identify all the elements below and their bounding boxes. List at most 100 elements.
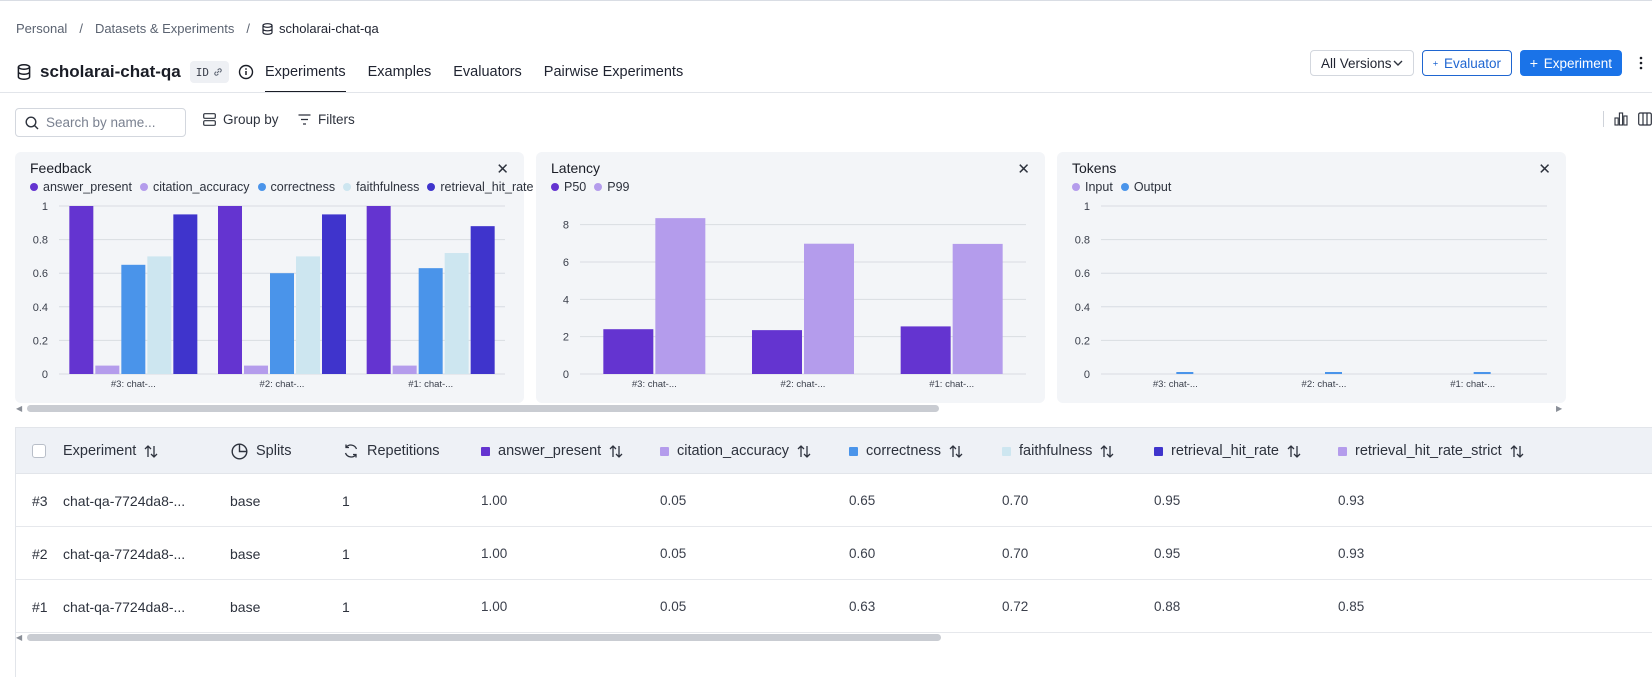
- experiment-name-link[interactable]: chat-qa-7724da8-...: [63, 545, 186, 562]
- column-faithfulness[interactable]: faithfulness: [1002, 428, 1114, 474]
- citation-accuracy-cell[interactable]: 0.05: [660, 599, 687, 614]
- faithfulness-cell[interactable]: 0.70: [1002, 493, 1029, 508]
- columns-view-icon[interactable]: [1638, 112, 1652, 126]
- checkbox[interactable]: [32, 444, 46, 458]
- column-citation-accuracy[interactable]: citation_accuracy: [660, 428, 811, 474]
- experiment-name-link[interactable]: chat-qa-7724da8-...: [63, 492, 186, 509]
- bar-p50[interactable]: [603, 329, 654, 374]
- bar-answer-present[interactable]: [366, 206, 391, 374]
- column-repetitions[interactable]: Repetitions: [343, 428, 440, 474]
- bar-correctness[interactable]: [121, 264, 146, 374]
- experiment-name-link[interactable]: chat-qa-7724da8-...: [63, 598, 186, 615]
- bar-faithfulness[interactable]: [444, 253, 469, 374]
- bar-retrieval-hit-rate[interactable]: [322, 214, 346, 374]
- charts-scrollbar[interactable]: [27, 405, 939, 412]
- version-select[interactable]: All Versions: [1310, 50, 1414, 76]
- bar-retrieval-hit-rate[interactable]: [173, 214, 198, 374]
- bar-retrieval-hit-rate[interactable]: [470, 226, 495, 374]
- column-answer-present[interactable]: answer_present: [481, 428, 623, 474]
- column-retrieval-hit-rate-strict[interactable]: retrieval_hit_rate_strict: [1338, 428, 1524, 474]
- legend-item[interactable]: answer_present: [30, 180, 132, 194]
- bar-output[interactable]: [1176, 372, 1194, 374]
- chart-view-icon[interactable]: [1614, 112, 1628, 126]
- retrieval-hit-rate-cell[interactable]: 0.95: [1154, 493, 1181, 508]
- table-row[interactable]: #2 chat-qa-7724da8-... base 1 1.00 0.05 …: [16, 527, 1652, 580]
- column-correctness[interactable]: correctness: [849, 428, 963, 474]
- info-icon[interactable]: [238, 64, 254, 80]
- legend-item[interactable]: correctness: [257, 180, 335, 194]
- add-experiment-button[interactable]: Experiment: [1520, 50, 1622, 76]
- search-input[interactable]: [46, 115, 176, 130]
- legend-item[interactable]: P99: [594, 180, 630, 194]
- bar-citation-accuracy[interactable]: [95, 365, 120, 374]
- scroll-right-arrow[interactable]: ▶: [1556, 404, 1563, 413]
- tab-experiments[interactable]: Experiments: [265, 52, 346, 93]
- answer-present-cell[interactable]: 1.00: [481, 493, 508, 508]
- legend-item[interactable]: Input: [1072, 180, 1113, 194]
- breadcrumb-current[interactable]: scholarai-chat-qa: [262, 21, 379, 36]
- tab-examples[interactable]: Examples: [367, 64, 432, 80]
- breadcrumb-personal[interactable]: Personal: [16, 21, 68, 36]
- breadcrumb-datasets[interactable]: Datasets & Experiments: [94, 21, 235, 36]
- legend-item[interactable]: retrieval_hit_rate: [427, 180, 533, 194]
- bar-p99[interactable]: [655, 218, 706, 374]
- id-chip[interactable]: ID: [189, 61, 230, 83]
- sort-icon[interactable]: [1100, 444, 1114, 458]
- bar-answer-present[interactable]: [69, 206, 94, 374]
- tab-pairwise-experiments[interactable]: Pairwise Experiments: [543, 64, 684, 80]
- group-by-button[interactable]: Group by: [203, 112, 279, 127]
- retrieval-hit-rate-strict-cell[interactable]: 0.93: [1338, 546, 1365, 561]
- sort-icon[interactable]: [144, 444, 158, 458]
- bar-citation-accuracy[interactable]: [392, 365, 417, 374]
- correctness-cell[interactable]: 0.63: [849, 599, 876, 614]
- column-splits[interactable]: Splits: [231, 428, 291, 474]
- column-experiment[interactable]: Experiment: [63, 428, 158, 474]
- bar-correctness[interactable]: [270, 273, 294, 374]
- retrieval-hit-rate-cell[interactable]: 0.88: [1154, 599, 1181, 614]
- search-box[interactable]: [15, 108, 186, 137]
- table-scrollbar[interactable]: [27, 634, 941, 641]
- bar-correctness[interactable]: [418, 268, 443, 374]
- retrieval-hit-rate-cell[interactable]: 0.95: [1154, 546, 1181, 561]
- more-options-icon[interactable]: [1630, 56, 1652, 70]
- correctness-cell[interactable]: 0.65: [849, 493, 876, 508]
- close-icon[interactable]: ✕: [1538, 161, 1551, 178]
- retrieval-hit-rate-strict-cell[interactable]: 0.93: [1338, 493, 1365, 508]
- bar-output[interactable]: [1325, 372, 1342, 374]
- add-evaluator-button[interactable]: Evaluator: [1422, 50, 1512, 76]
- answer-present-cell[interactable]: 1.00: [481, 546, 508, 561]
- column-retrieval-hit-rate[interactable]: retrieval_hit_rate: [1154, 428, 1301, 474]
- bar-answer-present[interactable]: [218, 206, 242, 374]
- bar-p99[interactable]: [804, 243, 854, 374]
- answer-present-cell[interactable]: 1.00: [481, 599, 508, 614]
- sort-icon[interactable]: [1287, 444, 1301, 458]
- bar-faithfulness[interactable]: [296, 256, 320, 374]
- sort-icon[interactable]: [949, 444, 963, 458]
- faithfulness-cell[interactable]: 0.72: [1002, 599, 1029, 614]
- scroll-left-arrow[interactable]: ◀: [16, 404, 23, 413]
- bar-output[interactable]: [1473, 372, 1491, 374]
- citation-accuracy-cell[interactable]: 0.05: [660, 546, 687, 561]
- legend-item[interactable]: P50: [551, 180, 586, 194]
- sort-icon[interactable]: [1510, 444, 1524, 458]
- table-scroll-left-arrow[interactable]: ◀: [16, 633, 23, 642]
- legend-item[interactable]: Output: [1120, 180, 1171, 194]
- select-all-checkbox[interactable]: [32, 428, 46, 474]
- bar-citation-accuracy[interactable]: [244, 365, 268, 374]
- bar-faithfulness[interactable]: [147, 256, 172, 374]
- tab-evaluators[interactable]: Evaluators: [453, 64, 522, 80]
- bar-p99[interactable]: [952, 243, 1003, 374]
- table-row[interactable]: #3 chat-qa-7724da8-... base 1 1.00 0.05 …: [16, 474, 1652, 527]
- sort-icon[interactable]: [609, 444, 623, 458]
- close-icon[interactable]: ✕: [1017, 161, 1030, 178]
- correctness-cell[interactable]: 0.60: [849, 546, 876, 561]
- legend-item[interactable]: faithfulness: [343, 180, 419, 194]
- bar-p50[interactable]: [752, 330, 802, 374]
- sort-icon[interactable]: [797, 444, 811, 458]
- faithfulness-cell[interactable]: 0.70: [1002, 546, 1029, 561]
- citation-accuracy-cell[interactable]: 0.05: [660, 493, 687, 508]
- filters-button[interactable]: Filters: [298, 112, 355, 127]
- bar-p50[interactable]: [900, 326, 951, 374]
- retrieval-hit-rate-strict-cell[interactable]: 0.85: [1338, 599, 1365, 614]
- close-icon[interactable]: ✕: [496, 161, 509, 178]
